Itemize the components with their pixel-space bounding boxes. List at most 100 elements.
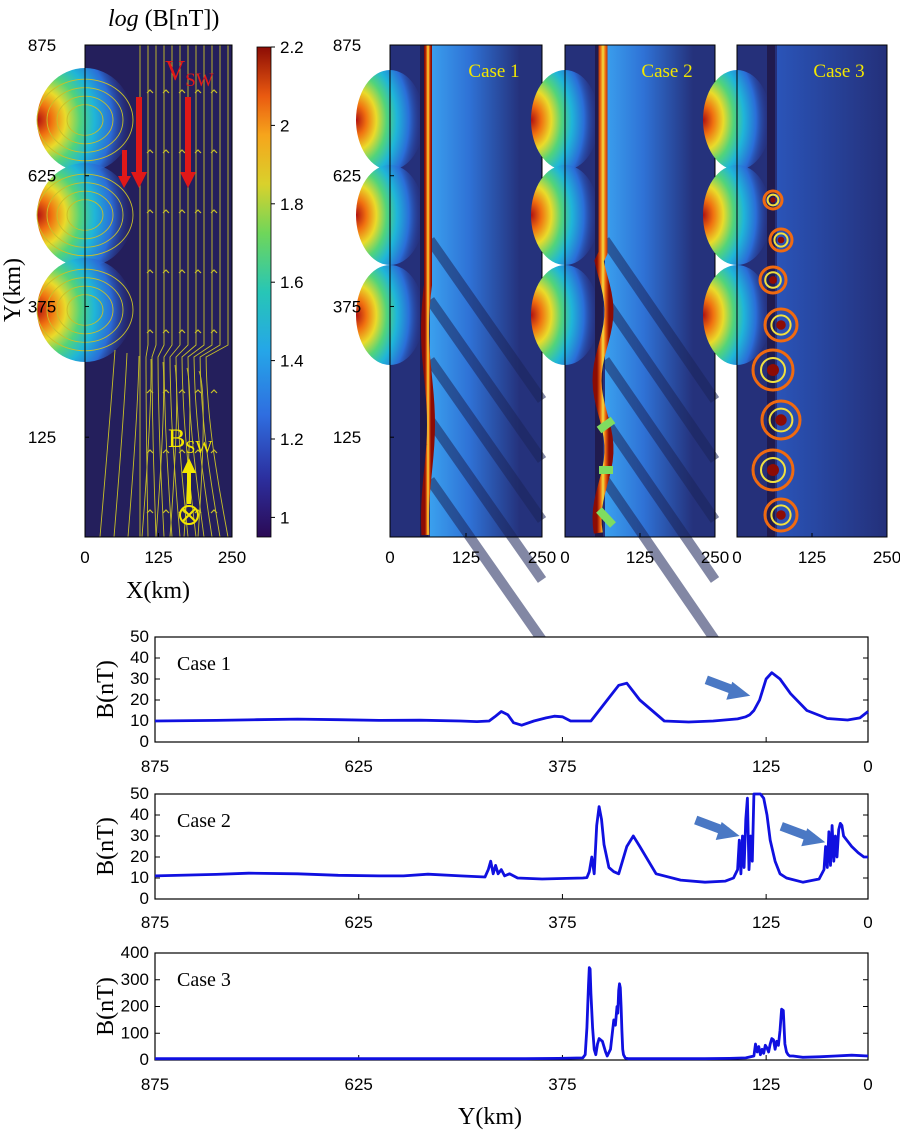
field-line (127, 355, 140, 538)
field-chevron (194, 149, 202, 154)
vortex (770, 314, 792, 336)
case-panel-label: Case 1 (468, 61, 519, 82)
chart-title: Case 3 (177, 969, 231, 991)
y-tick-label: 0 (140, 889, 149, 908)
y-tick-label: 625 (28, 167, 56, 186)
y-tick-label: 50 (130, 784, 149, 803)
series-line (155, 966, 869, 1061)
field-line (183, 367, 191, 538)
y-tick-label: 625 (333, 167, 361, 186)
field-line (197, 370, 204, 538)
y-tick-label: 875 (28, 36, 56, 55)
shock-streak (425, 477, 547, 643)
vortex (764, 271, 782, 289)
bottom-x-axis-label: Y(km) (458, 1104, 522, 1130)
case-panel-2: Case 2 (531, 44, 720, 643)
vortex (760, 457, 786, 483)
colorbar-bar (256, 46, 272, 538)
x-tick-label: 375 (548, 757, 576, 776)
case-panel-wake (430, 45, 542, 537)
case-panel-wake (605, 45, 715, 537)
y-tick-label: 0 (140, 1050, 149, 1069)
plot-frame (154, 952, 869, 1061)
y-axis-label: B(nT) (93, 977, 119, 1036)
field-chevron (178, 269, 186, 274)
x-tick-label: 250 (873, 548, 900, 567)
vortex (760, 357, 786, 383)
colorbar-tick-label: 2 (280, 116, 289, 135)
vsw-arrow-head (131, 172, 147, 188)
vortex (767, 464, 779, 476)
x-tick-label: 875 (141, 1075, 169, 1094)
field-chevron (178, 209, 186, 214)
shock-streak (600, 477, 720, 643)
field-chevron (146, 389, 154, 394)
x-tick-label: 125 (798, 548, 826, 567)
field-chevron (210, 329, 218, 334)
vortex (770, 504, 792, 526)
colorbar-tick-label: 1.8 (280, 195, 304, 214)
case-panel-wake (777, 45, 887, 537)
x-tick-label: 0 (863, 1075, 872, 1094)
case-panel-gap (595, 45, 603, 537)
field-line (163, 45, 173, 538)
series-line (154, 671, 869, 727)
vortex (760, 399, 802, 441)
shock-streak (425, 297, 547, 463)
x-tick-label: 0 (80, 548, 89, 567)
field-chevron (162, 149, 170, 154)
line-chart-1: 50 40 30 20 10 0 875 625 375 125 0 Case 1 B(nT) (93, 627, 873, 776)
x-tick-label: 250 (528, 548, 556, 567)
shock-streak (600, 417, 720, 583)
vortex (763, 497, 799, 533)
field-line (205, 45, 229, 538)
y-tick-label: 10 (130, 711, 149, 730)
boundary-layer (592, 45, 614, 534)
field-chevron (210, 389, 218, 394)
vsw-arrow-shaft (136, 97, 142, 177)
chart-title: Case 1 (177, 653, 231, 675)
field-chevron (146, 89, 154, 94)
y-tick-label: 30 (130, 669, 149, 688)
x-tick-label: 125 (752, 913, 780, 932)
field-chevron (194, 389, 202, 394)
x-tick-label: 250 (218, 548, 246, 567)
annotation-arrow-head (715, 822, 740, 840)
field-chevron (162, 389, 170, 394)
field-line (113, 352, 128, 538)
y-tick-label: 200 (121, 997, 149, 1016)
case-panel-gap (767, 45, 775, 537)
colorbar-tick-label: 1 (280, 508, 289, 527)
vortex (776, 510, 786, 520)
colorbar-title-rest: (B[nT]) (145, 6, 220, 32)
x-tick-label: 625 (345, 757, 373, 776)
field-chevron (210, 149, 218, 154)
chart-title: Case 2 (177, 810, 231, 832)
field-lines (36, 45, 229, 538)
field-line (169, 364, 178, 538)
field-chevron (162, 209, 170, 214)
boundary-blob (596, 416, 616, 434)
y-tick-label: 300 (121, 970, 149, 989)
field-chevron (146, 329, 154, 334)
field-chevron (194, 449, 202, 454)
y-tick-label: 50 (130, 627, 149, 646)
y-axis-label: B(nT) (93, 660, 119, 719)
y-axis-label: B(nT) (93, 817, 119, 876)
shock-streak (600, 297, 720, 463)
vortex (775, 414, 787, 426)
field-chevron (178, 329, 186, 334)
field-chevron (162, 89, 170, 94)
x-tick-label: 875 (141, 913, 169, 932)
field-chevron (210, 269, 218, 274)
field-chevron (178, 89, 186, 94)
field-chevron (162, 449, 170, 454)
vsw-arrow-head (180, 172, 196, 188)
vortex (751, 448, 795, 492)
vortex (769, 276, 777, 284)
plot-frame (154, 793, 869, 900)
y-tick-label: 20 (130, 847, 149, 866)
vortex (767, 364, 779, 376)
